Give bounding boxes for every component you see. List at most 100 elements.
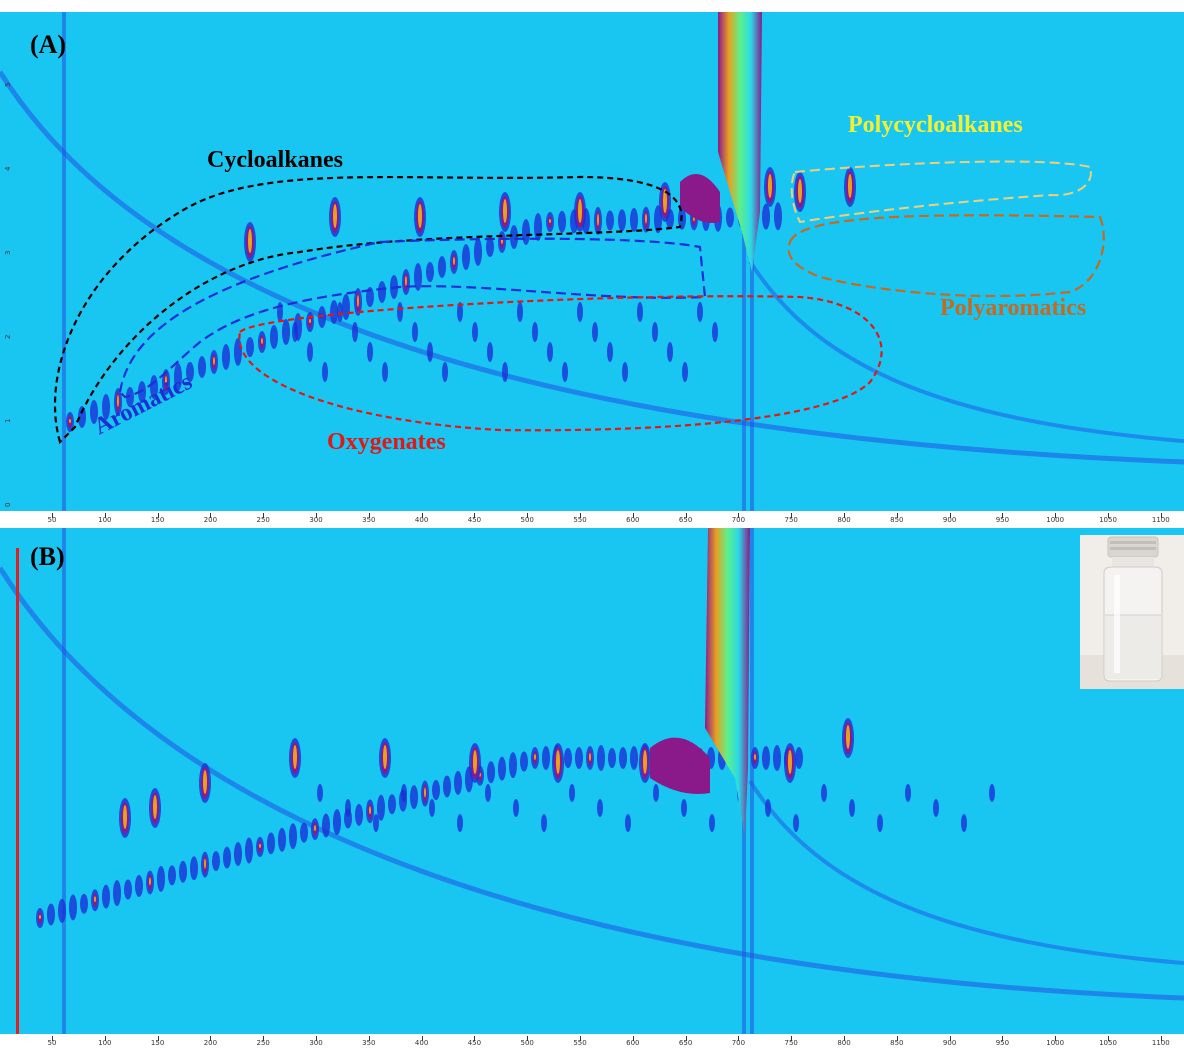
chromatogram-peak-apex xyxy=(798,179,802,203)
chromatogram-peak xyxy=(412,322,418,342)
x-tick xyxy=(368,1036,370,1041)
chromatogram-peak-apex xyxy=(534,754,536,760)
chromatogram-peak xyxy=(198,356,206,378)
panel-label-a: (A) xyxy=(30,30,67,59)
chromatogram-peak-cluster xyxy=(680,174,720,223)
region-label-polyaromatics: Polyaromatics xyxy=(940,295,1087,321)
region-label-polycycloalkanes: Polycycloalkanes xyxy=(848,112,1023,138)
chromatogram-peak xyxy=(653,784,659,802)
chromatogram-peak xyxy=(682,362,688,382)
chromatogram-peak-apex xyxy=(333,204,337,228)
contour-svg-a xyxy=(0,12,1184,511)
chromatogram-peak xyxy=(520,751,528,772)
x-tick-label: 650 xyxy=(678,516,693,524)
x-tick xyxy=(738,513,740,518)
y-tick-label: 4 xyxy=(4,166,12,171)
chromatogram-peak xyxy=(307,342,313,362)
x-tick-label: 700 xyxy=(731,1039,746,1047)
chromatogram-peak xyxy=(630,207,638,232)
chromatogram-peak-apex xyxy=(549,219,551,223)
x-tick xyxy=(580,513,581,518)
chromatogram-peak-apex xyxy=(589,753,591,761)
chromatogram-peak-apex xyxy=(503,199,507,223)
chromatogram-peak-apex xyxy=(39,915,41,919)
x-tick-label: 250 xyxy=(256,516,270,524)
chromatogram-peak xyxy=(793,814,799,832)
chromatogram-peak-apex xyxy=(94,896,96,903)
chromatogram-peak xyxy=(366,287,374,307)
chromatogram-peak xyxy=(597,799,603,817)
left-edge-streak xyxy=(16,548,19,1034)
chromatogram-peak xyxy=(179,860,187,883)
chromatogram-peak xyxy=(630,746,638,770)
x-tick xyxy=(263,513,265,518)
x-tick xyxy=(421,1036,423,1041)
chromatogram-peak xyxy=(652,322,658,342)
chromatogram-peak xyxy=(278,827,286,852)
chromatogram-peak xyxy=(608,748,616,768)
x-tick xyxy=(896,1036,898,1041)
chromatogram-peak xyxy=(58,898,66,923)
y-tick-label: 0 xyxy=(4,502,12,507)
chromatogram-peak-apex xyxy=(369,806,371,815)
panel-b: (B) xyxy=(0,528,1184,1034)
chromatogram-peak xyxy=(234,842,242,866)
x-tick xyxy=(52,513,53,518)
chromatogram-peak-apex xyxy=(768,174,772,198)
chromatogram-peak xyxy=(80,893,88,914)
y-tick-label: 3 xyxy=(4,250,12,255)
y-tick-label: 5 xyxy=(4,82,12,87)
chromatogram-peak xyxy=(534,213,542,241)
chromatogram-peak-apex xyxy=(123,805,127,829)
chromatogram-peak xyxy=(498,756,506,781)
chromatogram-peak xyxy=(774,202,782,231)
chromatogram-peak xyxy=(474,238,482,266)
x-tick-label: 900 xyxy=(942,1039,957,1047)
chromatogram-peak xyxy=(345,799,351,817)
contour-svg-b xyxy=(0,528,1184,1034)
x-tick xyxy=(949,513,951,518)
chromatogram-peak xyxy=(517,302,523,322)
x-tick xyxy=(474,1036,476,1041)
chromatogram-peak xyxy=(485,784,491,802)
x-tick xyxy=(157,1036,159,1041)
x-tick-label: 450 xyxy=(467,516,482,524)
chromatogram-peak xyxy=(168,865,176,886)
chromatogram-peak xyxy=(388,794,396,815)
baseline-streak xyxy=(748,779,1184,966)
chromatogram-peak xyxy=(382,362,388,382)
chromatogram-peak-apex xyxy=(314,825,316,832)
chromatogram-peak-apex xyxy=(383,745,387,769)
chromatogram-peak xyxy=(429,799,435,817)
x-tick-label: 800 xyxy=(837,516,851,524)
column-streak xyxy=(742,12,746,511)
chromatogram-peak xyxy=(542,746,550,770)
chromatogram-peak xyxy=(849,799,855,817)
chromatogram-peak xyxy=(113,880,121,907)
chromatogram-peak xyxy=(513,799,519,817)
chromatogram-peak xyxy=(569,784,575,802)
chromatogram-peak xyxy=(234,338,242,366)
column-streak xyxy=(750,528,754,1034)
x-tick-label: 900 xyxy=(942,516,957,524)
vial-photo xyxy=(1080,535,1184,689)
column-streak xyxy=(62,528,66,1034)
x-tick-label: 650 xyxy=(678,1039,693,1047)
x-axis-a: 50 100 150 200 250 300 350 400 450 500 550 600 650 70… xyxy=(0,513,1184,529)
chromatogram-peak xyxy=(510,225,518,249)
chromatogram-peak-apex xyxy=(846,725,850,749)
x-tick xyxy=(1002,1036,1004,1041)
contour-plot-a xyxy=(0,12,1184,511)
chromatogram-peak-apex xyxy=(578,199,582,223)
x-tick-label: 150 xyxy=(150,516,165,524)
chromatogram-peak-apex xyxy=(418,204,422,228)
x-tick xyxy=(210,513,212,518)
x-tick xyxy=(52,1036,53,1041)
chromatogram-peak xyxy=(270,325,278,349)
x-tick-label: 750 xyxy=(784,1039,798,1047)
x-tick xyxy=(104,513,106,518)
chromatogram-peak xyxy=(765,799,771,817)
chromatogram-peak xyxy=(502,362,508,382)
chromatogram-peak-apex xyxy=(69,419,71,423)
x-tick-label: 800 xyxy=(837,1039,851,1047)
